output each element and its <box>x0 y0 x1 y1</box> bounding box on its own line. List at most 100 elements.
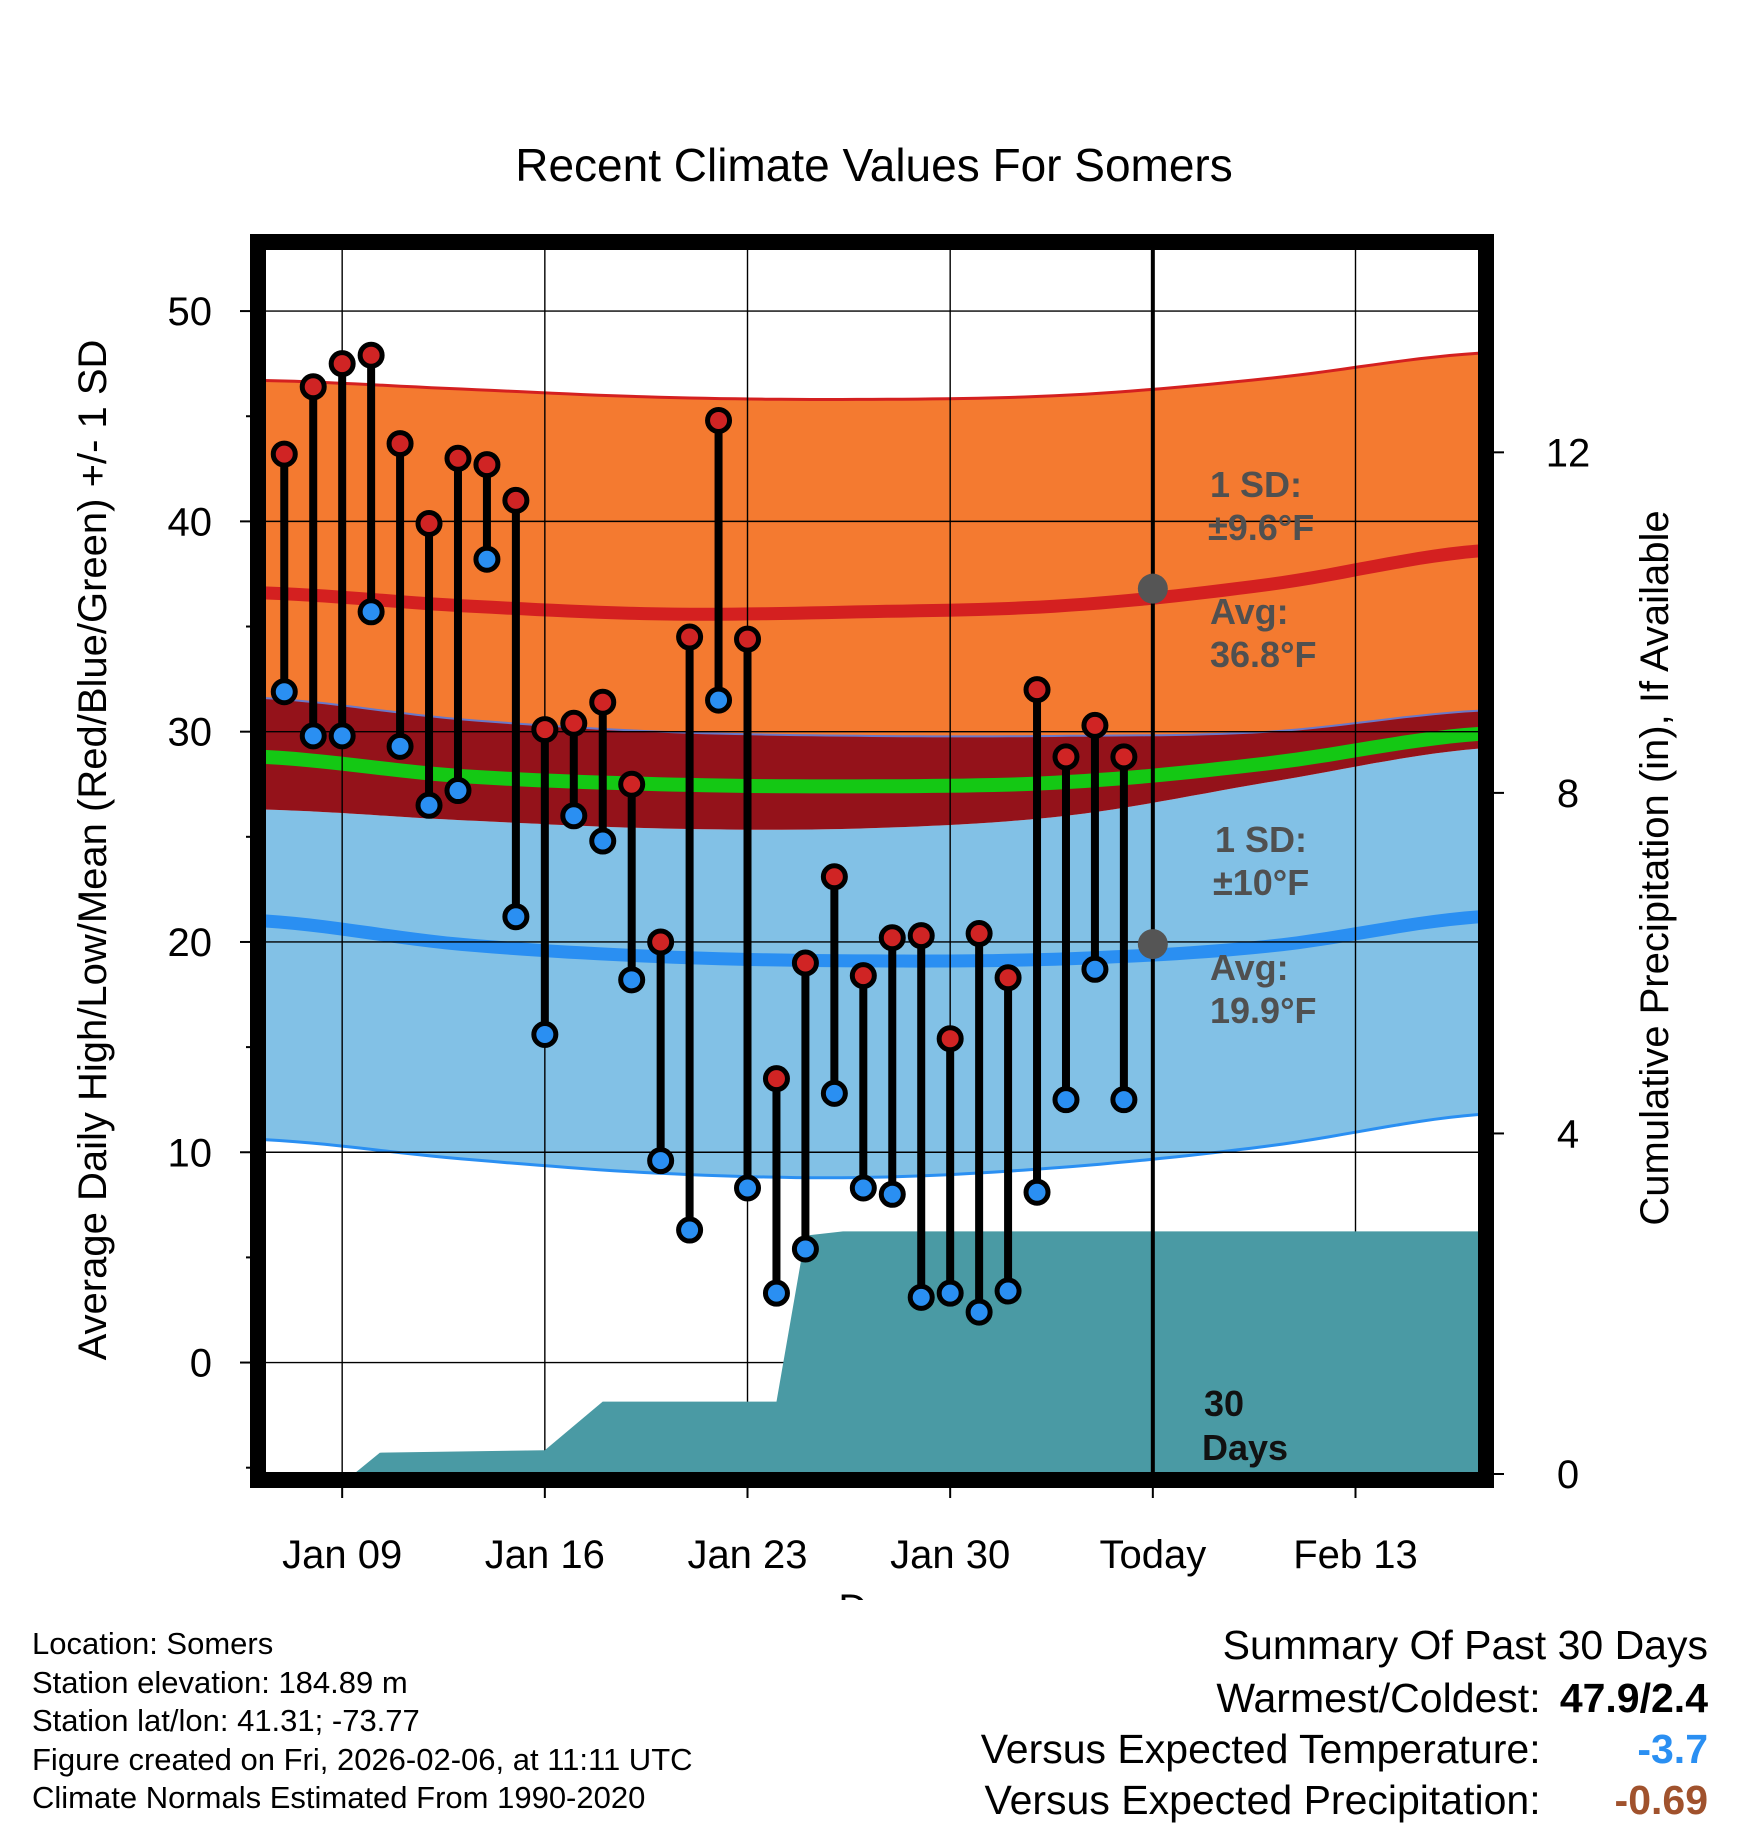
high-temp-point <box>1023 676 1051 704</box>
plot-frame <box>250 234 1494 1488</box>
high-temp-point <box>473 451 501 479</box>
high-temp-point <box>791 949 819 977</box>
high-sd-band <box>264 353 1480 737</box>
low-temp-point <box>415 791 443 819</box>
plot-border <box>250 234 1494 1488</box>
y2-tick-label: 12 <box>1546 431 1591 475</box>
normal-low-line <box>263 910 1481 968</box>
y2-tick-label: 0 <box>1557 1453 1579 1497</box>
high-avg-value: 36.8°F <box>1210 634 1316 675</box>
high-temp-point <box>1110 743 1138 771</box>
days-count: 30 <box>1204 1383 1244 1424</box>
observations <box>270 341 1138 1326</box>
high-upper-edge <box>263 351 1481 401</box>
low-temp-point <box>473 545 501 573</box>
low-temp-point <box>1110 1086 1138 1114</box>
low-temp-point <box>299 722 327 750</box>
y-tick-label: 50 <box>168 290 213 334</box>
station-info: Location: Somers Station elevation: 184.… <box>32 1625 693 1818</box>
precip-area <box>353 1231 1480 1474</box>
low-temp-point <box>820 1079 848 1107</box>
high-temp-point <box>1081 711 1109 739</box>
y-tick-label: 30 <box>168 711 213 755</box>
normal-high-line <box>263 544 1481 621</box>
low-temp-point <box>762 1279 790 1307</box>
low-temp-point <box>502 903 530 931</box>
high-temp-point <box>328 350 356 378</box>
high-temp-point <box>676 623 704 651</box>
x-tick-label: Jan 30 <box>890 1533 1010 1577</box>
high-temp-point <box>936 1025 964 1053</box>
warm-cold-row: Warmest/Coldest: 47.9/2.4 <box>981 1673 1708 1724</box>
low-temp-point <box>791 1235 819 1263</box>
summary-heading: Summary Of Past 30 Days <box>1222 1622 1708 1668</box>
today-normal-high-marker <box>1137 573 1168 604</box>
normal-mean-line <box>263 726 1481 794</box>
low-temp-point <box>1023 1178 1051 1206</box>
y-tick-label: 20 <box>168 921 213 965</box>
low-lower-edge <box>263 1112 1481 1180</box>
chart-title: Recent Climate Values For Somers <box>515 139 1233 191</box>
latlon-text: Station lat/lon: 41.31; -73.77 <box>32 1703 420 1738</box>
low-temp-point <box>965 1298 993 1326</box>
low-sd-value: ±10°F <box>1213 862 1309 903</box>
created-text: Figure created on Fri, 2026-02-06, at 11… <box>32 1741 693 1777</box>
today-normal-low-marker <box>1137 929 1168 960</box>
low-temp-point <box>849 1174 877 1202</box>
high-temp-point <box>849 962 877 990</box>
high-temp-point <box>415 509 443 537</box>
climate-chart: Recent Climate Values For Somers 0 10 20 30… <box>71 139 1677 1600</box>
axis-ticks: 0 10 20 30 40 50 0 4 8 12 Jan 09 Jan 16 Jan 23 Jan 30… <box>168 290 1591 1577</box>
temp-value: -3.7 <box>1637 1726 1708 1772</box>
high-avg-label: Avg: <box>1210 591 1289 632</box>
x-tick-label: Today <box>1099 1533 1206 1577</box>
low-temp-point <box>444 777 472 805</box>
location-text: Location: Somers <box>32 1626 274 1661</box>
low-temp-point <box>1052 1086 1080 1114</box>
x-tick-label: Jan 16 <box>485 1533 605 1577</box>
precip-row: Versus Expected Precipitation: -0.69 <box>981 1775 1709 1826</box>
low-temp-point <box>936 1279 964 1307</box>
precipitation-area <box>353 1231 1480 1474</box>
temp-label: Versus Expected Temperature: <box>980 1726 1541 1772</box>
x-tick-label: Jan 23 <box>687 1533 807 1577</box>
high-sd-value: ±9.6°F <box>1208 507 1314 548</box>
low-temp-point <box>676 1216 704 1244</box>
precip-label: Versus Expected Precipitation: <box>984 1777 1541 1823</box>
high-temp-point <box>502 486 530 514</box>
low-temp-point <box>994 1277 1022 1305</box>
low-temp-point <box>357 598 385 626</box>
summary-panel: Summary Of Past 30 Days Warmest/Coldest:… <box>981 1622 1708 1826</box>
high-temp-point <box>647 928 675 956</box>
high-temp-point <box>907 922 935 950</box>
days-word: Days <box>1202 1427 1288 1468</box>
high-temp-point <box>531 716 559 744</box>
y2-tick-label: 8 <box>1557 772 1579 816</box>
low-temp-point <box>878 1180 906 1208</box>
low-temp-point <box>618 966 646 994</box>
low-temp-point <box>734 1174 762 1202</box>
high-temp-point <box>965 920 993 948</box>
y-axis-label: Average Daily High/Low/Mean (Red/Blue/Gr… <box>71 340 115 1361</box>
x-tick-label: Jan 09 <box>282 1533 402 1577</box>
y-tick-label: 0 <box>190 1342 212 1386</box>
high-temp-point <box>734 625 762 653</box>
high-temp-point <box>705 406 733 434</box>
high-temp-point <box>357 341 385 369</box>
low-temp-point <box>270 678 298 706</box>
low-temp-point <box>907 1283 935 1311</box>
high-temp-point <box>299 373 327 401</box>
x-tick-label: Feb 13 <box>1293 1533 1418 1577</box>
temp-row: Versus Expected Temperature: -3.7 <box>981 1724 1708 1775</box>
low-temp-point <box>705 686 733 714</box>
low-sd-label: 1 SD: <box>1215 819 1307 860</box>
high-temp-point <box>820 863 848 891</box>
low-temp-point <box>531 1020 559 1048</box>
high-temp-point <box>762 1065 790 1093</box>
low-temp-point <box>1081 955 1109 983</box>
y-tick-label: 10 <box>168 1131 213 1175</box>
high-temp-point <box>878 924 906 952</box>
high-temp-point <box>560 709 588 737</box>
precip-value: -0.69 <box>1614 1777 1708 1823</box>
normal-bands <box>263 351 1481 1180</box>
